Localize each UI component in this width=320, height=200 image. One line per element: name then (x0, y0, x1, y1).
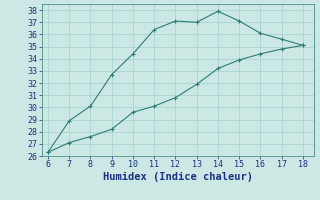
X-axis label: Humidex (Indice chaleur): Humidex (Indice chaleur) (103, 172, 252, 182)
